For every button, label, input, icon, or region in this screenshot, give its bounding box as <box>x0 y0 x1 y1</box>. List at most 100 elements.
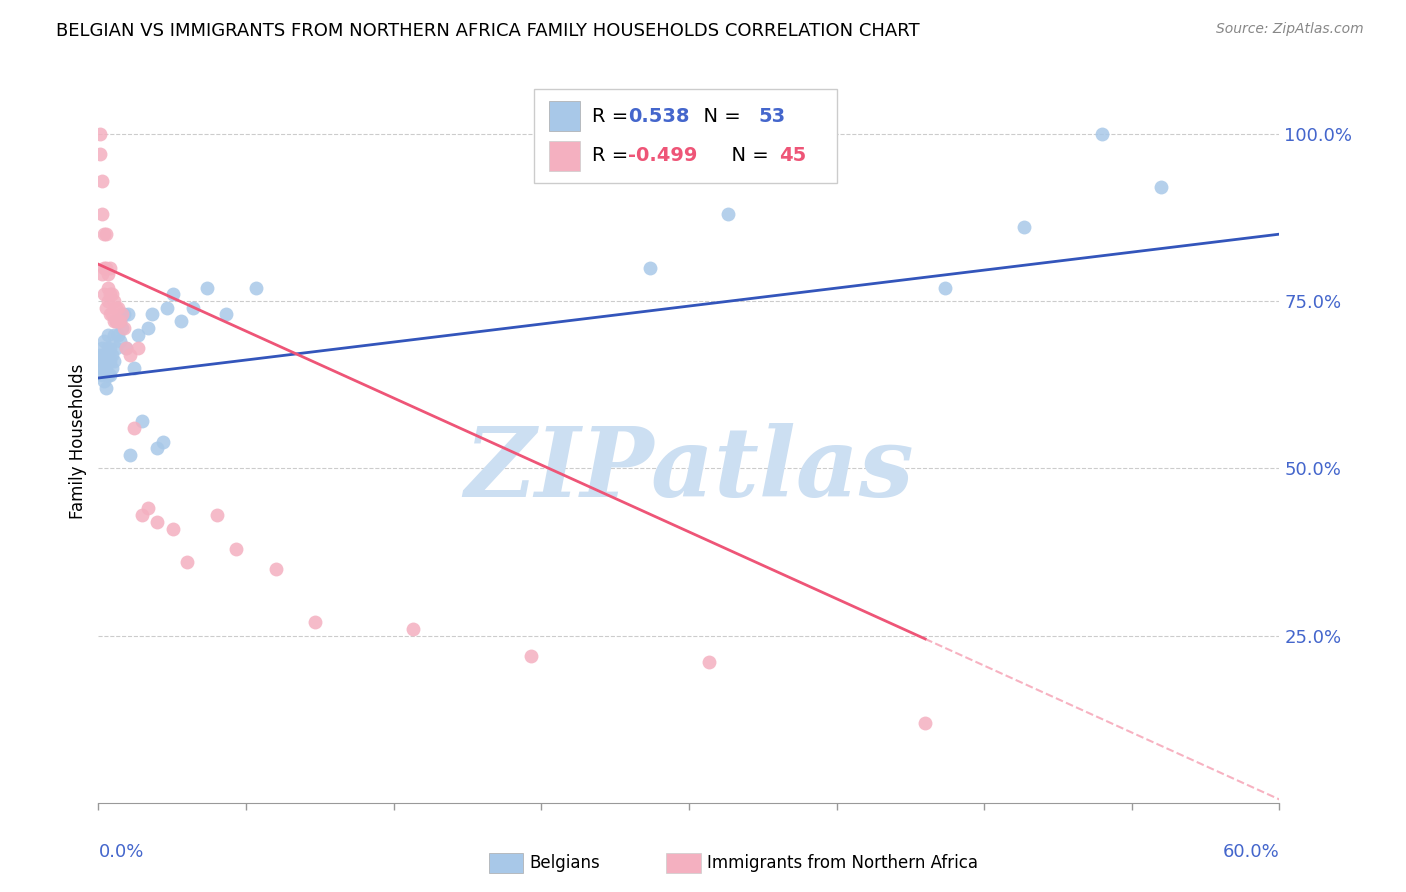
Text: 0.538: 0.538 <box>628 107 689 126</box>
Point <box>127 341 149 355</box>
Point <box>225 541 247 556</box>
Point <box>215 307 238 322</box>
Point <box>162 521 184 535</box>
Point <box>97 281 120 295</box>
Point <box>93 227 115 242</box>
Text: -0.499: -0.499 <box>628 146 697 165</box>
Point <box>103 327 125 342</box>
Point <box>93 361 115 376</box>
FancyBboxPatch shape <box>550 102 579 131</box>
Point <box>98 287 121 301</box>
Point <box>117 307 139 322</box>
Point <box>115 341 138 355</box>
Point <box>97 341 120 355</box>
Point <box>96 301 118 315</box>
Point <box>245 281 267 295</box>
Point <box>146 442 169 455</box>
Point <box>98 354 121 368</box>
Point <box>101 348 124 362</box>
Point <box>91 368 114 382</box>
Point <box>520 648 543 663</box>
Text: 53: 53 <box>758 107 785 126</box>
Text: N =: N = <box>718 146 775 165</box>
Point <box>108 314 131 328</box>
Text: 45: 45 <box>779 146 807 165</box>
Point <box>105 341 128 355</box>
Point <box>118 448 141 462</box>
Point <box>96 381 118 395</box>
FancyBboxPatch shape <box>489 853 523 873</box>
Point <box>105 314 128 328</box>
Point <box>108 334 131 349</box>
FancyBboxPatch shape <box>550 141 579 170</box>
Point <box>98 368 121 382</box>
Point <box>1091 127 1114 141</box>
Point <box>304 615 326 630</box>
Point <box>98 260 121 275</box>
Text: N =: N = <box>692 107 748 126</box>
Point <box>97 368 120 382</box>
Point <box>107 314 129 328</box>
Point <box>91 354 114 368</box>
Point <box>107 301 129 315</box>
Point <box>103 314 125 328</box>
Text: Source: ZipAtlas.com: Source: ZipAtlas.com <box>1216 22 1364 37</box>
FancyBboxPatch shape <box>534 89 837 183</box>
Point <box>107 327 129 342</box>
Point <box>112 321 135 335</box>
Text: 60.0%: 60.0% <box>1223 843 1279 861</box>
Point <box>91 268 114 282</box>
Point <box>136 501 159 516</box>
Point <box>105 301 128 315</box>
Text: R =: R = <box>592 107 634 126</box>
Point <box>136 321 159 335</box>
Point <box>101 361 124 376</box>
Point <box>97 268 120 282</box>
Point <box>93 260 115 275</box>
Point <box>638 260 661 275</box>
Point <box>101 287 124 301</box>
Point <box>89 348 111 362</box>
Text: ZIPatlas: ZIPatlas <box>464 424 914 517</box>
Point <box>122 361 145 376</box>
Text: R =: R = <box>592 146 634 165</box>
Point <box>101 307 124 322</box>
Point <box>402 622 425 636</box>
Point <box>934 281 956 295</box>
Point <box>98 307 121 322</box>
Point <box>112 307 135 322</box>
Point <box>105 314 128 328</box>
Point <box>97 354 120 368</box>
Point <box>98 341 121 355</box>
Point <box>131 508 153 523</box>
Point <box>717 207 740 221</box>
Point <box>111 321 134 335</box>
Text: BELGIAN VS IMMIGRANTS FROM NORTHERN AFRICA FAMILY HOUSEHOLDS CORRELATION CHART: BELGIAN VS IMMIGRANTS FROM NORTHERN AFRI… <box>56 22 920 40</box>
Point <box>162 287 184 301</box>
Point <box>93 348 115 362</box>
Point <box>1150 180 1173 194</box>
Point <box>127 327 149 342</box>
Y-axis label: Family Households: Family Households <box>69 364 87 519</box>
Point <box>96 227 118 242</box>
Point <box>156 301 179 315</box>
Point <box>93 334 115 349</box>
Text: 0.0%: 0.0% <box>98 843 143 861</box>
Point <box>1012 220 1035 235</box>
Point <box>195 281 218 295</box>
Point <box>91 173 114 188</box>
Point <box>97 294 120 309</box>
Point <box>97 327 120 342</box>
Point <box>122 421 145 435</box>
Point <box>96 348 118 362</box>
Text: Immigrants from Northern Africa: Immigrants from Northern Africa <box>707 854 977 872</box>
Point <box>96 260 118 275</box>
Point <box>170 314 193 328</box>
Point <box>205 508 228 523</box>
Point <box>146 515 169 529</box>
Point <box>264 562 287 576</box>
Point <box>103 354 125 368</box>
Point <box>91 341 114 355</box>
Point <box>89 127 111 141</box>
Text: Belgians: Belgians <box>530 854 600 872</box>
